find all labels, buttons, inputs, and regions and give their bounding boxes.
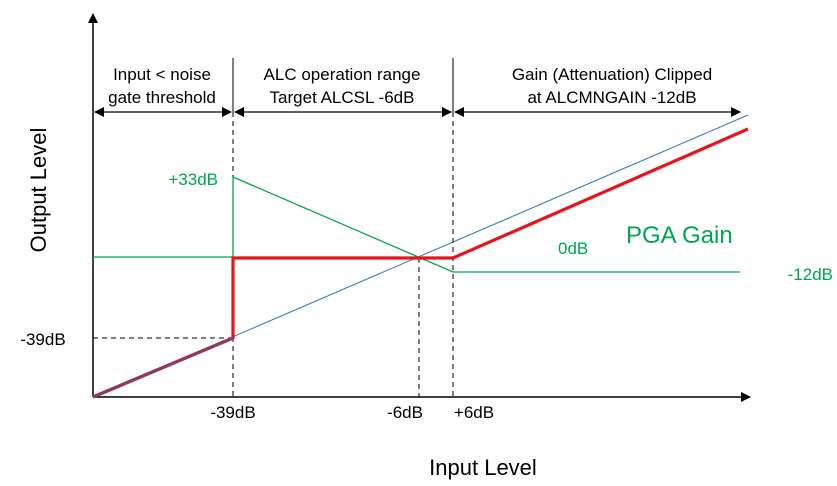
y-axis-title: Output Level <box>26 128 51 253</box>
gain-max-label: +33dB <box>168 170 218 189</box>
region-1-line2: gate threshold <box>108 88 216 107</box>
x-tick-neg6: -6dB <box>387 403 423 422</box>
region-3-line2: at ALCMNGAIN -12dB <box>527 88 696 107</box>
x-tick-neg39: -39dB <box>210 403 255 422</box>
pga-gain-label: PGA Gain <box>626 222 733 249</box>
output-curve-overlap <box>92 336 234 399</box>
pga-gain-curve <box>93 176 740 273</box>
region-2-line2: Target ALCSL -6dB <box>270 88 415 107</box>
x-tick-pos6: +6dB <box>454 403 494 422</box>
x-axis-title: Input Level <box>429 455 537 480</box>
region-3-line1: Gain (Attenuation) Clipped <box>512 65 712 84</box>
gain-zero-label: 0dB <box>558 239 588 258</box>
region-1-line1: Input < noise <box>113 65 211 84</box>
y-tick-neg39: -39dB <box>20 330 65 349</box>
region-2-line1: ALC operation range <box>264 65 421 84</box>
gain-min-label: -12dB <box>788 265 833 284</box>
